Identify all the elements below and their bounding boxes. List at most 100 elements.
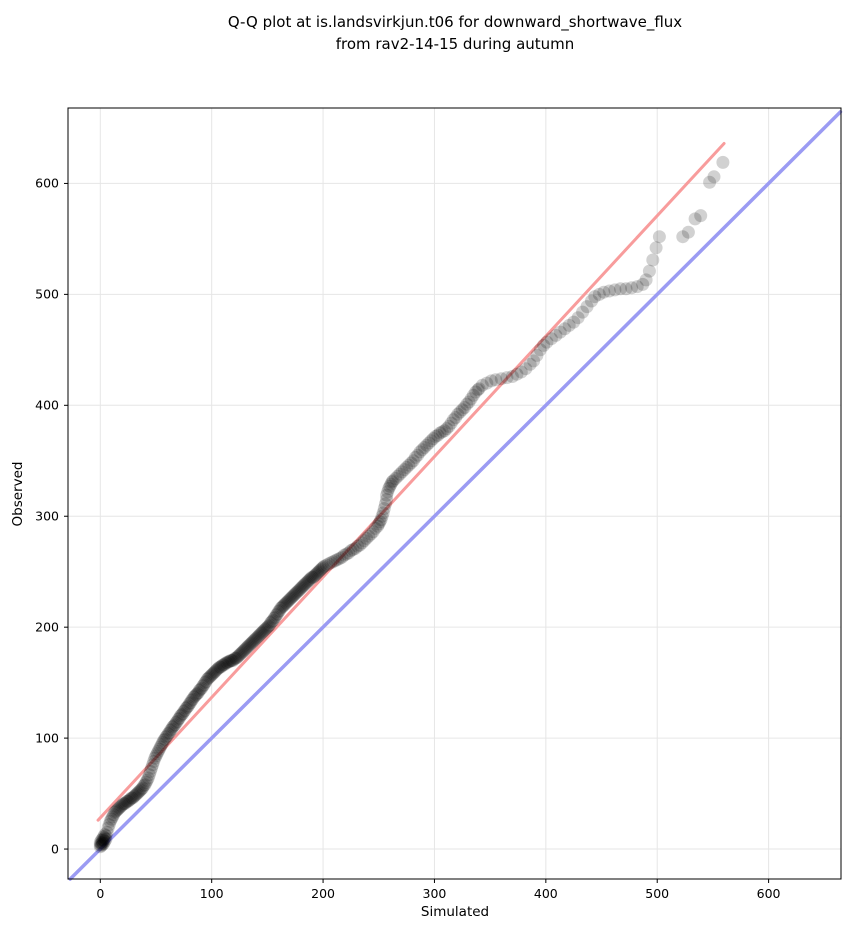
scatter-point	[117, 797, 131, 811]
scatter-point	[406, 454, 420, 468]
scatter-point	[123, 792, 137, 806]
scatter-point	[115, 799, 128, 813]
scatter-point	[375, 509, 389, 523]
scatter-point	[433, 426, 447, 440]
scatter-point	[267, 611, 281, 625]
scatter-point	[716, 155, 730, 169]
scatter-point	[348, 541, 362, 555]
scatter-point	[422, 436, 436, 450]
scatter-point	[257, 624, 271, 637]
scatter-point	[259, 621, 273, 635]
scatter-point	[500, 371, 514, 385]
scatter-point	[246, 635, 260, 649]
scatter-point	[100, 825, 114, 839]
scatter-point	[137, 779, 151, 793]
scatter-point	[228, 651, 242, 665]
scatter-point	[258, 622, 272, 636]
scatter-point	[385, 475, 399, 489]
scatter-point	[537, 338, 551, 352]
scatter-point	[431, 428, 445, 442]
scatter-point	[101, 821, 115, 835]
scatter-point	[389, 472, 402, 485]
scatter-point	[174, 709, 187, 723]
scatter-point	[400, 460, 414, 474]
scatter-point	[159, 730, 173, 744]
scatter-point	[342, 546, 356, 560]
scatter-point	[99, 829, 113, 843]
scatter-point	[283, 592, 297, 606]
scatter-point	[314, 563, 328, 576]
scatter-point	[237, 644, 251, 657]
scatter-point	[303, 573, 317, 586]
scatter-point	[148, 751, 162, 765]
scatter-point	[145, 761, 158, 775]
scatter-point	[309, 567, 323, 581]
scatter-point	[553, 325, 567, 339]
scatter-point	[166, 720, 180, 734]
scatter-point	[217, 658, 231, 672]
scatter-point	[335, 550, 349, 564]
scatter-point	[373, 515, 387, 529]
axes-frame	[67, 107, 842, 880]
scatter-point	[215, 659, 229, 673]
scatter-point	[681, 225, 695, 239]
scatter-point	[132, 784, 146, 798]
y-tick-label-500: 500	[35, 287, 59, 302]
scatter-point	[265, 615, 279, 629]
scatter-points	[93, 155, 730, 854]
scatter-point	[171, 712, 185, 726]
scatter-point	[288, 587, 302, 601]
scatter-point	[94, 833, 108, 847]
scatter-point	[146, 758, 160, 772]
scatter-point	[94, 837, 108, 850]
scatter-point	[304, 571, 318, 585]
scatter-point	[204, 669, 218, 683]
scatter-point	[378, 497, 392, 511]
scatter-point	[116, 798, 130, 812]
scatter-point	[120, 794, 134, 808]
scatter-point	[420, 438, 434, 452]
scatter-point	[384, 477, 398, 491]
scatter-point	[161, 727, 175, 741]
scatter-point	[484, 374, 498, 388]
scatter-point	[256, 625, 270, 639]
scatter-point	[233, 648, 246, 662]
scatter-point	[317, 559, 331, 573]
scatter-point	[234, 647, 248, 661]
scatter-point	[189, 688, 203, 702]
scatter-point	[280, 595, 294, 609]
scatter-point	[630, 280, 644, 294]
scatter-point	[328, 554, 342, 568]
scatter-point	[111, 802, 125, 816]
scatter-point	[297, 578, 311, 592]
scatter-point	[198, 676, 212, 690]
scatter-point	[364, 527, 378, 541]
scatter-point	[278, 597, 292, 611]
scatter-point	[255, 626, 269, 640]
scatter-point	[289, 586, 303, 600]
scatter-point	[149, 749, 163, 763]
scatter-point	[402, 458, 416, 472]
scatter-point	[122, 793, 136, 807]
scatter-point	[182, 697, 196, 711]
scatter-point	[494, 372, 508, 386]
scatter-point	[333, 551, 347, 565]
scatter-point	[298, 577, 312, 591]
scatter-point	[549, 328, 563, 342]
scatter-point	[510, 367, 524, 381]
scatter-point	[377, 502, 391, 515]
scatter-point	[707, 170, 721, 184]
scatter-point	[126, 791, 140, 805]
scatter-point	[140, 773, 154, 787]
scatter-point	[451, 407, 465, 421]
scatter-point	[167, 719, 181, 733]
scatter-point	[585, 294, 598, 308]
scatter-point	[266, 614, 280, 627]
scatter-point	[93, 835, 107, 849]
scatter-point	[206, 667, 220, 681]
scatter-point	[263, 618, 277, 632]
chart-title: Q-Q plot at is.landsvirkjun.t06 for down…	[59, 11, 851, 55]
y-tick-label-400: 400	[35, 398, 59, 413]
scatter-point	[455, 403, 469, 417]
